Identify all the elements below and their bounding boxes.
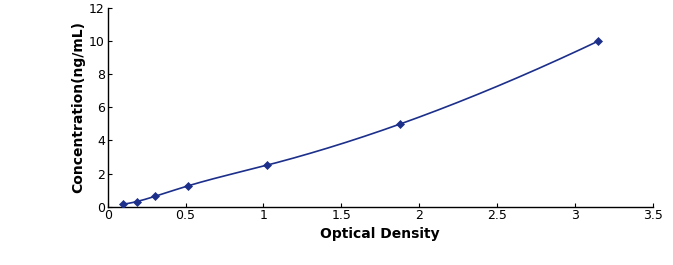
X-axis label: Optical Density: Optical Density — [320, 227, 440, 241]
Y-axis label: Concentration(ng/mL): Concentration(ng/mL) — [71, 21, 85, 193]
